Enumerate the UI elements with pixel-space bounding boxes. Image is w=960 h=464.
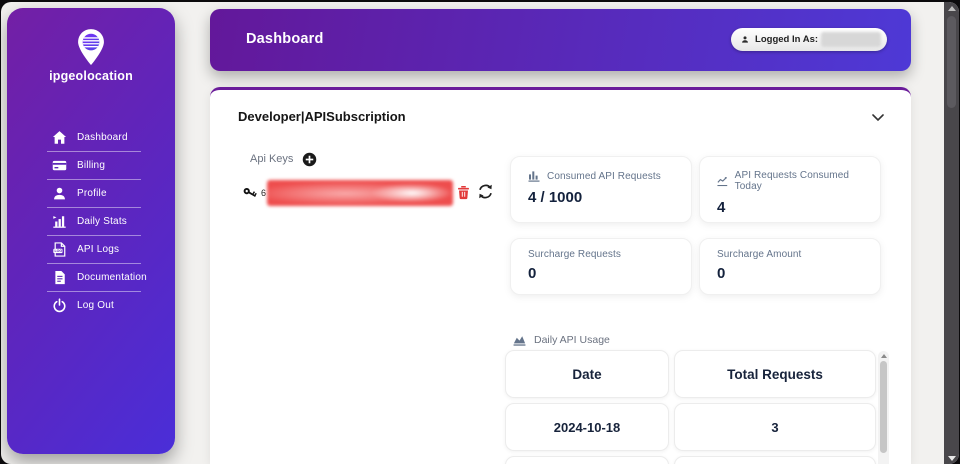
scroll-up-arrow-icon[interactable] — [880, 354, 887, 358]
daily-api-usage-header: Daily API Usage — [513, 333, 610, 346]
key-icon — [242, 185, 258, 201]
stat-card-consumed-today: API Requests Consumed Today 4 — [699, 156, 881, 223]
cell-total-requests: 3 — [674, 403, 876, 451]
table-row-partial — [505, 456, 889, 464]
sidebar-item-label: Log Out — [77, 300, 114, 311]
divider — [47, 263, 141, 264]
sidebar-item-label: Documentation — [77, 272, 147, 283]
daily-api-usage-label: Daily API Usage — [534, 333, 610, 346]
stat-value: 4 — [717, 199, 726, 216]
refresh-api-key-button[interactable] — [477, 183, 494, 200]
divider — [47, 291, 141, 292]
divider — [47, 235, 141, 236]
stat-label: Surcharge Requests — [528, 249, 621, 260]
sidebar-item-label: Billing — [77, 160, 106, 171]
chevron-down-icon — [872, 114, 884, 122]
sidebar: ipgeolocation Dashboard Billing — [7, 8, 175, 454]
sidebar-menu: Dashboard Billing Profile — [7, 124, 175, 319]
user-icon — [742, 36, 748, 43]
top-header: Dashboard Logged In As: — [210, 9, 911, 71]
power-icon — [52, 298, 67, 313]
api-key-visible-prefix: 6 — [261, 188, 267, 198]
sidebar-item-label: Daily Stats — [77, 216, 127, 227]
stat-card-consumed-requests: Consumed API Requests 4 / 1000 — [510, 156, 692, 223]
brand-name: ipgeolocation — [49, 69, 133, 83]
panel-title: Developer|APISubscription — [238, 109, 406, 124]
logged-in-email-redacted — [821, 32, 881, 47]
bar-chart-icon — [52, 214, 67, 229]
sidebar-item-api-logs[interactable]: LOG API Logs — [7, 236, 175, 263]
stat-card-surcharge-amount: Surcharge Amount 0 — [699, 238, 881, 295]
table-scrollbar-thumb[interactable] — [880, 361, 887, 453]
sidebar-item-billing[interactable]: Billing — [7, 152, 175, 179]
stat-label: Consumed API Requests — [547, 170, 661, 182]
collapse-panel-button[interactable] — [872, 114, 884, 122]
table-row: 2024-10-18 3 — [505, 403, 889, 451]
stat-card-surcharge-requests: Surcharge Requests 0 — [510, 238, 692, 295]
svg-text:LOG: LOG — [54, 249, 62, 253]
daily-usage-table: Date Total Requests 2024-10-18 3 — [505, 350, 889, 464]
browser-scrollbar-thumb[interactable] — [947, 16, 956, 108]
stat-value: 0 — [528, 265, 537, 282]
scroll-down-arrow-icon[interactable] — [947, 456, 956, 461]
api-keys-label: Api Keys — [250, 153, 294, 165]
location-pin-icon — [78, 29, 104, 66]
bar-chart-icon — [528, 171, 540, 182]
divider — [47, 207, 141, 208]
sidebar-item-label: Dashboard — [77, 132, 128, 143]
line-chart-icon — [717, 176, 728, 187]
sidebar-item-log-out[interactable]: Log Out — [7, 292, 175, 319]
sidebar-item-daily-stats[interactable]: Daily Stats — [7, 208, 175, 235]
subscription-panel: Developer|APISubscription Api Keys 6 Con… — [210, 87, 911, 464]
stat-label: API Requests Consumed Today — [734, 170, 850, 192]
page-title: Dashboard — [246, 31, 324, 47]
refresh-icon — [479, 184, 492, 199]
stat-label: Surcharge Amount — [717, 249, 802, 260]
stats-grid: Consumed API Requests 4 / 1000 API Reque… — [510, 156, 881, 295]
api-key-value-redacted — [267, 180, 453, 206]
logged-in-as-label: Logged In As: — [755, 34, 819, 45]
column-header-date: Date — [505, 350, 669, 398]
cell-date: 2024-10-18 — [505, 403, 669, 451]
table-scrollbar[interactable] — [878, 351, 889, 464]
column-header-total-requests: Total Requests — [674, 350, 876, 398]
add-api-key-button[interactable] — [302, 152, 317, 167]
sidebar-item-dashboard[interactable]: Dashboard — [7, 124, 175, 151]
scroll-up-arrow-icon[interactable] — [947, 6, 956, 11]
home-icon — [52, 130, 67, 145]
document-icon — [52, 270, 67, 285]
sidebar-item-label: Profile — [77, 188, 107, 199]
plus-circle-icon — [302, 152, 317, 167]
stat-value: 4 / 1000 — [528, 189, 583, 206]
stat-value: 0 — [717, 265, 726, 282]
credit-card-icon — [52, 158, 67, 173]
logged-in-as-button[interactable]: Logged In As: — [731, 28, 887, 51]
delete-api-key-button[interactable] — [456, 185, 471, 200]
browser-scrollbar[interactable] — [944, 2, 959, 464]
area-chart-icon — [513, 336, 526, 346]
divider — [47, 151, 141, 152]
table-header-row: Date Total Requests — [505, 350, 889, 398]
brand-logo[interactable]: ipgeolocation — [7, 28, 175, 83]
user-icon — [52, 186, 67, 201]
log-file-icon: LOG — [52, 242, 67, 257]
sidebar-item-label: API Logs — [77, 244, 120, 255]
sidebar-item-profile[interactable]: Profile — [7, 180, 175, 207]
sidebar-item-documentation[interactable]: Documentation — [7, 264, 175, 291]
trash-icon — [458, 186, 469, 200]
divider — [47, 179, 141, 180]
